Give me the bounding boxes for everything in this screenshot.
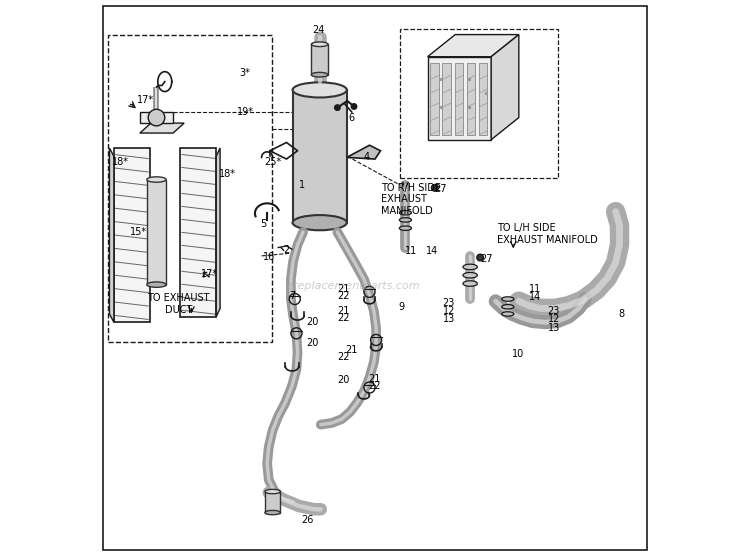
Text: 18*: 18* xyxy=(219,169,236,179)
Text: 3*: 3* xyxy=(239,68,250,78)
Text: 11: 11 xyxy=(406,246,418,256)
Polygon shape xyxy=(216,148,220,317)
Bar xyxy=(466,63,476,135)
Text: 21: 21 xyxy=(346,345,358,355)
Ellipse shape xyxy=(292,82,346,97)
Text: 21: 21 xyxy=(338,284,350,294)
Text: 20: 20 xyxy=(306,317,318,327)
Bar xyxy=(454,63,464,135)
Text: 21: 21 xyxy=(368,374,381,384)
Text: 19*: 19* xyxy=(237,107,254,117)
Text: 5: 5 xyxy=(260,219,266,229)
Bar xyxy=(292,90,346,222)
Text: 21: 21 xyxy=(338,306,350,316)
Text: 13: 13 xyxy=(548,323,560,333)
Polygon shape xyxy=(140,112,173,123)
Ellipse shape xyxy=(463,264,477,270)
Bar xyxy=(147,180,166,285)
Ellipse shape xyxy=(292,215,346,230)
Ellipse shape xyxy=(265,510,280,515)
Bar xyxy=(400,29,557,178)
Polygon shape xyxy=(140,123,184,133)
Ellipse shape xyxy=(502,312,514,316)
Text: TO R/H SIDE
EXHAUST
MANIFOLD: TO R/H SIDE EXHAUST MANIFOLD xyxy=(380,183,440,216)
Text: 22: 22 xyxy=(338,351,350,361)
Text: 15*: 15* xyxy=(130,227,147,237)
Text: 22: 22 xyxy=(338,291,350,301)
Text: 12: 12 xyxy=(548,315,560,325)
Text: 1: 1 xyxy=(298,180,304,190)
Ellipse shape xyxy=(502,305,514,309)
Ellipse shape xyxy=(265,489,280,494)
Text: 18*: 18* xyxy=(112,157,129,167)
Ellipse shape xyxy=(399,226,412,230)
Bar xyxy=(114,148,150,322)
Text: 25*: 25* xyxy=(264,157,281,167)
Polygon shape xyxy=(110,148,114,322)
Text: 26: 26 xyxy=(302,515,313,525)
Text: ereplacementparts.com: ereplacementparts.com xyxy=(286,281,420,291)
Bar xyxy=(180,148,216,317)
Bar xyxy=(442,63,451,135)
Text: 2: 2 xyxy=(284,245,290,255)
Text: 23: 23 xyxy=(548,306,560,316)
Text: 22: 22 xyxy=(338,313,350,323)
Circle shape xyxy=(351,104,357,110)
Text: 17*: 17* xyxy=(201,269,217,279)
Ellipse shape xyxy=(399,218,412,222)
Text: 8: 8 xyxy=(619,309,625,319)
Polygon shape xyxy=(491,34,519,140)
Ellipse shape xyxy=(463,272,477,278)
Circle shape xyxy=(477,254,484,261)
Bar xyxy=(265,492,280,513)
Text: 14: 14 xyxy=(529,292,541,302)
Text: 4: 4 xyxy=(364,152,370,162)
Ellipse shape xyxy=(399,211,412,215)
Text: 27: 27 xyxy=(435,185,447,195)
Polygon shape xyxy=(346,145,380,159)
Text: 6: 6 xyxy=(349,112,355,122)
Text: 16: 16 xyxy=(263,252,275,262)
Bar xyxy=(108,34,272,341)
Text: 17*: 17* xyxy=(137,95,154,105)
Text: 7: 7 xyxy=(290,291,296,301)
Text: TO L/H SIDE
EXHAUST MANIFOLD: TO L/H SIDE EXHAUST MANIFOLD xyxy=(496,223,598,245)
Text: 14: 14 xyxy=(426,246,438,256)
Bar xyxy=(430,63,439,135)
Text: 20: 20 xyxy=(306,338,318,348)
Bar xyxy=(311,44,328,75)
Text: 13: 13 xyxy=(442,315,454,325)
Polygon shape xyxy=(427,57,491,140)
Ellipse shape xyxy=(463,281,477,286)
Text: 24: 24 xyxy=(312,25,324,35)
Circle shape xyxy=(431,185,438,191)
Circle shape xyxy=(334,105,340,111)
Text: TO EXHAUST
DUCT: TO EXHAUST DUCT xyxy=(147,293,210,315)
Polygon shape xyxy=(427,34,519,57)
Bar xyxy=(479,63,488,135)
Text: 27: 27 xyxy=(480,254,493,264)
Text: 10: 10 xyxy=(512,349,524,359)
Ellipse shape xyxy=(311,72,328,77)
Circle shape xyxy=(148,110,165,126)
Text: 9: 9 xyxy=(399,302,405,312)
Ellipse shape xyxy=(147,282,166,287)
Text: 11: 11 xyxy=(529,284,541,294)
Ellipse shape xyxy=(147,177,166,182)
Ellipse shape xyxy=(502,297,514,301)
Text: 20: 20 xyxy=(338,375,350,385)
Text: 22: 22 xyxy=(368,381,381,391)
Text: 12: 12 xyxy=(442,306,454,316)
Text: 23: 23 xyxy=(442,298,454,308)
Ellipse shape xyxy=(311,42,328,47)
